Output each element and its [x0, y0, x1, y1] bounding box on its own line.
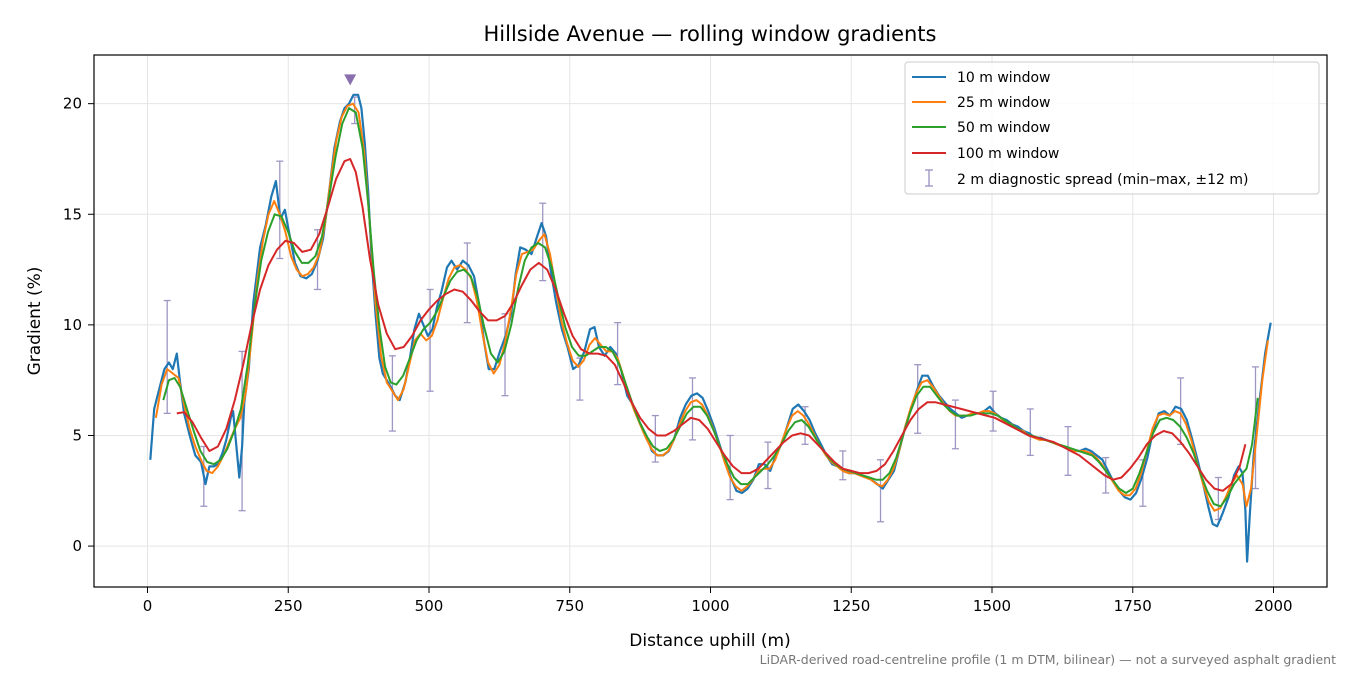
chart-title: Hillside Avenue — rolling window gradien…: [484, 22, 937, 46]
x-tick-label: 1500: [973, 597, 1011, 615]
diagnostic-spread-bar: [388, 355, 396, 432]
diagnostic-spread-bar: [1026, 408, 1034, 457]
diagnostic-spread-bar: [877, 459, 885, 523]
x-tick-label: 250: [274, 597, 303, 615]
y-tick-label: 0: [72, 537, 82, 555]
legend: 10 m window 25 m window 50 m window 100 …: [904, 61, 1320, 195]
y-axis-label: Gradient (%): [25, 267, 45, 376]
y-axis-ticks: 0 5 10 15 20: [63, 95, 94, 555]
y-tick-label: 5: [72, 426, 82, 444]
footnote: LiDAR-derived road-centreline profile (1…: [760, 652, 1336, 667]
legend-box: [904, 61, 1320, 195]
peak-marker-layer: [344, 74, 357, 86]
x-tick-label: 1250: [832, 597, 870, 615]
x-axis-ticks: 0 250 500 750 1000 1250 1500 1750 2000: [143, 587, 1293, 615]
x-tick-label: 2000: [1254, 597, 1292, 615]
diagnostic-spread-bar: [1214, 476, 1222, 521]
legend-label-100m: 100 m window: [957, 146, 1059, 162]
series-line-w50: [162, 107, 1259, 508]
legend-swatch-diagnostic: [925, 169, 933, 187]
diagnostic-spread-bar: [426, 288, 434, 392]
y-tick-label: 10: [63, 316, 82, 334]
diagnostic-spread-bar: [839, 450, 847, 481]
diagnostic-spread-bar: [1064, 425, 1072, 476]
legend-label-50m: 50 m window: [957, 120, 1050, 136]
legend-label-25m: 25 m window: [957, 95, 1050, 111]
diagnostic-spread-bar: [463, 242, 471, 324]
diagnostic-spread-bar: [614, 322, 622, 386]
x-tick-label: 0: [143, 597, 153, 615]
series-line-w100: [176, 158, 1247, 492]
peak-marker: [344, 74, 357, 86]
legend-label-10m: 10 m window: [957, 70, 1050, 86]
x-tick-label: 1000: [691, 597, 729, 615]
diagnostic-spread-bar: [163, 299, 171, 415]
x-tick-label: 1750: [1114, 597, 1152, 615]
x-axis-label: Distance uphill (m): [629, 631, 790, 651]
series-lines: [149, 93, 1272, 563]
legend-label-diagnostic: 2 m diagnostic spread (min–max, ±12 m): [957, 172, 1248, 188]
x-tick-label: 500: [415, 597, 444, 615]
diagnostic-spread-bar: [914, 364, 922, 434]
y-tick-label: 15: [63, 205, 82, 223]
x-tick-label: 750: [555, 597, 584, 615]
y-tick-label: 20: [63, 95, 82, 113]
diagnostic-spread-bar: [539, 202, 547, 282]
